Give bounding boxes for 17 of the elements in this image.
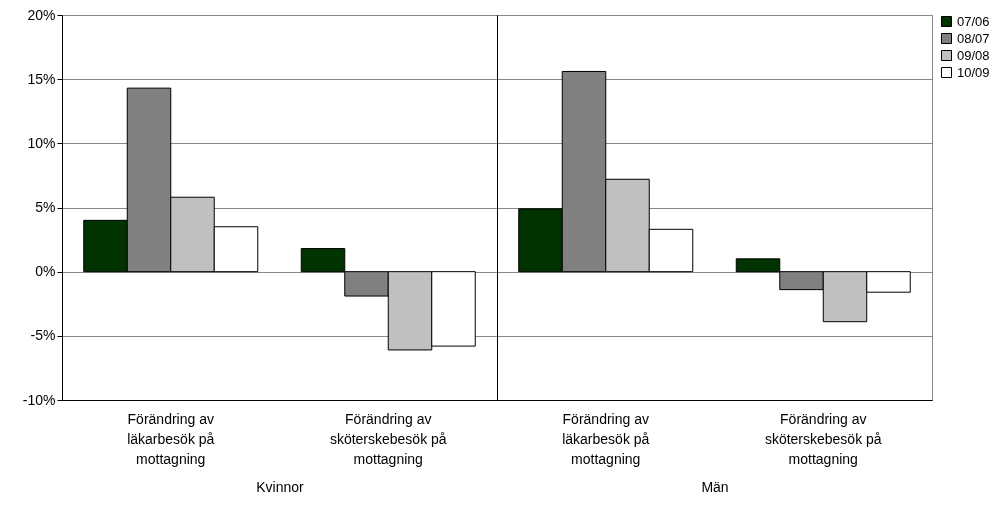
x-axis-title: Kvinnor xyxy=(256,478,305,495)
legend-label: 10/09 xyxy=(957,64,990,80)
legend-label: 09/08 xyxy=(957,47,990,63)
y-tick-label: 0% xyxy=(35,263,56,280)
x-tick-label: Förändring av läkarbesök på mottagning xyxy=(127,410,215,467)
y-tick-label: 15% xyxy=(27,70,56,87)
x-tick-label: Förändring av läkarbesök på mottagning xyxy=(562,410,650,467)
x-axis-title: Män xyxy=(701,478,729,495)
y-tick-label: 20% xyxy=(27,6,56,23)
x-tick-label: Förändring av sköterskebesök på mottagning xyxy=(329,410,447,467)
y-tick-label: 10% xyxy=(27,134,56,151)
y-tick-label: -10% xyxy=(22,391,56,408)
y-tick-label: -5% xyxy=(30,327,56,344)
legend-label: 08/07 xyxy=(957,30,990,46)
x-tick-label: Förändring av sköterskebesök på mottagning xyxy=(764,410,882,467)
y-tick-label: 5% xyxy=(35,199,56,215)
legend-label: 07/06 xyxy=(957,13,990,29)
